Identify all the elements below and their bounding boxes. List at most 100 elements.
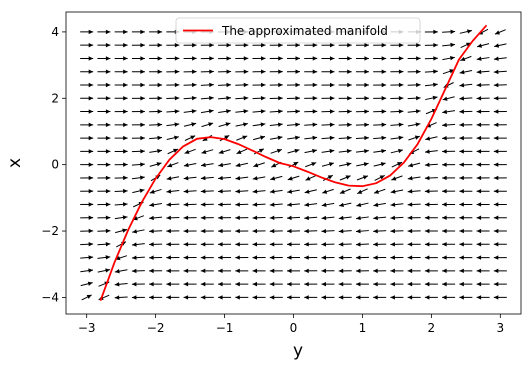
quiver-arrow <box>304 123 317 127</box>
quiver-arrow <box>97 123 110 127</box>
quiver-arrow <box>98 268 110 272</box>
quiver-arrow <box>82 295 92 300</box>
quiver-arrow <box>132 123 145 127</box>
quiver-arrow <box>425 83 438 87</box>
quiver-arrow <box>390 269 403 273</box>
quiver-arrow <box>373 56 386 60</box>
quiver-arrow <box>201 295 214 299</box>
quiver-arrow <box>477 109 490 113</box>
quiver-arrow <box>253 83 266 87</box>
quiver-arrow <box>390 43 403 47</box>
quiver-arrow <box>459 96 472 100</box>
quiver-arrow <box>408 255 421 259</box>
quiver-arrow <box>115 109 128 113</box>
quiver-arrow <box>339 242 352 246</box>
quiver-arrow <box>321 43 334 47</box>
quiver-arrow <box>339 123 352 127</box>
quiver-arrow <box>270 295 283 299</box>
quiver-arrow <box>97 136 110 140</box>
quiver-arrow <box>477 202 490 206</box>
quiver-arrow <box>287 70 300 74</box>
quiver-arrow <box>373 269 386 273</box>
quiver-arrow <box>373 295 386 299</box>
quiver-arrow <box>390 295 403 299</box>
quiver-arrow <box>408 136 419 140</box>
quiver-arrow <box>408 69 421 73</box>
quiver-arrow <box>270 70 283 74</box>
quiver-arrow <box>425 136 437 140</box>
quiver-arrow <box>235 269 248 273</box>
quiver-arrow <box>184 163 196 167</box>
quiver-arrow <box>80 176 93 180</box>
quiver-arrow <box>356 216 369 220</box>
quiver-arrow <box>201 69 214 73</box>
quiver-arrow <box>97 216 110 220</box>
quiver-arrow <box>166 242 179 246</box>
quiver-arrow <box>442 136 455 140</box>
quiver-arrow <box>184 269 197 273</box>
quiver-arrow <box>150 189 162 193</box>
quiver-arrow <box>149 216 162 220</box>
quiver-arrow <box>132 70 145 74</box>
quiver-arrow <box>97 162 110 166</box>
quiver-arrow <box>494 43 506 47</box>
quiver-arrow <box>167 176 179 180</box>
quiver-arrow <box>271 149 282 154</box>
quiver-arrow <box>201 163 214 167</box>
quiver-arrow <box>339 255 352 259</box>
quiver-arrow <box>235 216 248 220</box>
quiver-arrow <box>356 56 369 60</box>
quiver-arrow <box>287 56 300 60</box>
quiver-arrow <box>115 83 128 87</box>
quiver-arrow <box>408 202 421 206</box>
quiver-arrow <box>322 203 334 207</box>
quiver-arrow <box>339 282 352 286</box>
quiver-arrow <box>287 269 300 273</box>
quiver-arrow <box>132 56 145 60</box>
quiver-arrow <box>356 109 369 113</box>
quiver-arrow <box>442 282 455 286</box>
quiver-arrow <box>356 229 369 233</box>
quiver-arrow <box>373 96 386 100</box>
quiver-arrow <box>408 43 421 47</box>
quiver-arrow <box>494 57 507 61</box>
quiver-arrow <box>166 255 179 259</box>
quiver-arrow <box>287 282 300 286</box>
quiver-arrow <box>373 43 386 47</box>
quiver-arrow <box>477 162 490 166</box>
quiver-arrow <box>321 109 334 113</box>
quiver-arrow <box>477 242 490 246</box>
quiver-arrow <box>494 176 507 180</box>
quiver-arrow <box>80 123 93 127</box>
quiver-arrow <box>459 282 472 286</box>
quiver-arrow <box>270 216 283 220</box>
quiver-arrow <box>97 83 110 87</box>
quiver-arrow <box>321 83 334 87</box>
quiver-arrow <box>287 109 300 113</box>
quiver-arrow <box>270 255 283 259</box>
quiver-arrow <box>166 96 179 100</box>
quiver-arrow <box>166 229 179 233</box>
quiver-arrow <box>321 282 334 286</box>
quiver-arrow <box>408 282 421 286</box>
quiver-arrow <box>235 229 248 233</box>
y-tick-label: −4 <box>41 290 59 304</box>
quiver-arrow <box>425 149 438 153</box>
quiver-arrow <box>201 56 214 60</box>
quiver-arrow <box>132 30 145 34</box>
quiver-arrow <box>253 242 266 246</box>
quiver-arrow <box>408 163 420 167</box>
quiver-arrow <box>115 176 128 180</box>
quiver-arrow <box>477 295 490 299</box>
quiver-arrow <box>80 162 93 166</box>
quiver-arrow <box>442 229 455 233</box>
quiver-arrow <box>390 109 403 113</box>
quiver-arrow <box>97 202 110 206</box>
quiver-arrow <box>494 216 507 220</box>
quiver-arrow <box>494 136 507 140</box>
quiver-arrow <box>408 122 420 126</box>
quiver-arrow <box>115 30 128 34</box>
quiver-arrow <box>184 295 197 299</box>
quiver-arrow <box>184 189 197 193</box>
quiver-arrow <box>390 83 403 87</box>
